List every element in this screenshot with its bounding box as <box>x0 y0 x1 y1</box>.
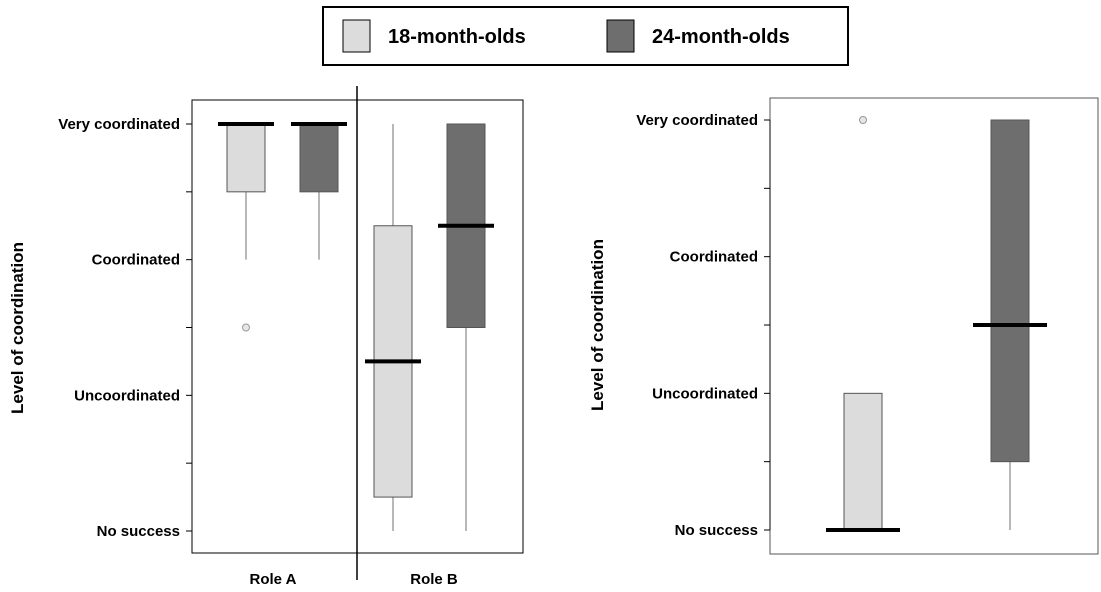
left-box <box>299 123 339 193</box>
right-ytick-label: No success <box>675 522 758 539</box>
legend-swatch-18 <box>342 19 371 53</box>
right-plot-frame <box>769 97 1099 555</box>
left-ylabel: Level of coordination <box>8 242 27 414</box>
category-role-b: Role B <box>410 571 458 588</box>
left-outlier <box>242 323 250 332</box>
right-outlier <box>859 116 867 124</box>
left-box <box>226 123 266 193</box>
left-ytick-label: Very coordinated <box>58 116 180 133</box>
right-ytick-label: Coordinated <box>670 249 758 266</box>
left-ytick-label: Coordinated <box>92 252 180 269</box>
right-box <box>990 119 1030 463</box>
left-panel: Level of coordination Role A Role B No s… <box>8 86 524 588</box>
right-box <box>843 392 883 531</box>
left-ytick-label: No success <box>97 523 180 540</box>
left-ytick-label: Uncoordinated <box>74 387 180 404</box>
right-ytick-label: Very coordinated <box>636 112 758 129</box>
right-ytick-label: Uncoordinated <box>652 385 758 402</box>
legend-label-24: 24-month-olds <box>652 26 790 48</box>
legend-frame <box>322 6 849 66</box>
right-panel: Level of coordination No success Uncoordi… <box>588 97 1099 555</box>
right-ylabel: Level of coordination <box>588 239 607 411</box>
legend-swatch-24 <box>606 19 635 53</box>
category-role-a: Role A <box>250 571 297 588</box>
legend-label-18: 18-month-olds <box>388 26 526 48</box>
legend: 18-month-olds 24-month-olds <box>322 6 849 66</box>
